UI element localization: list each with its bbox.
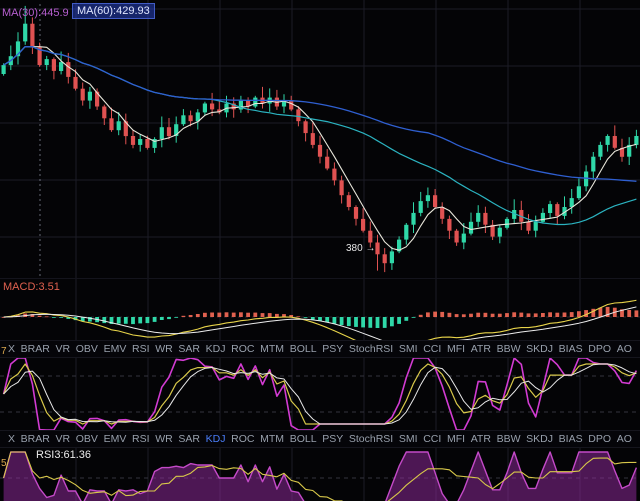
partial-value-label-kdj: 7 — [1, 346, 7, 357]
indicator-tab-cci[interactable]: CCI — [423, 343, 442, 355]
indicator-tab-obv[interactable]: OBV — [75, 433, 98, 445]
indicator-tab-mtm[interactable]: MTM — [260, 343, 285, 355]
indicator-tabbar-top: X BRAR VR OBV EMV RSI WR SAR KDJ ROC MTM BOLL PSY Sto… — [0, 340, 640, 358]
indicator-tab-ao[interactable]: AO — [616, 433, 632, 445]
macd-pane[interactable]: MACD:3.51 — [0, 278, 640, 340]
indicator-tab-ao[interactable]: AO — [616, 343, 632, 355]
indicator-tab-psy[interactable]: PSY — [322, 343, 344, 355]
indicator-tab-brar[interactable]: BRAR — [20, 433, 50, 445]
indicator-tab-emv[interactable]: EMV — [103, 343, 127, 355]
indicator-tab-stochrsi[interactable]: StochRSI — [348, 433, 394, 445]
indicator-tab-boll[interactable]: BOLL — [289, 343, 317, 355]
rsi-pane[interactable]: RSI3:61.36 — [0, 448, 640, 501]
indicator-tabbar-bottom: X BRAR VR OBV EMV RSI WR SAR KDJ ROC MTM BOLL PSY Sto… — [0, 430, 640, 448]
indicator-tab-roc[interactable]: ROC — [231, 433, 255, 445]
price-chart-canvas[interactable] — [0, 0, 640, 278]
indicator-tab-smi[interactable]: SMI — [398, 343, 418, 355]
indicator-tab-emv[interactable]: EMV — [103, 433, 127, 445]
indicator-tab-atr[interactable]: ATR — [470, 343, 491, 355]
indicator-tab-smi[interactable]: SMI — [398, 433, 418, 445]
indicator-tab-rsi[interactable]: RSI — [132, 433, 150, 445]
indicator-tab-vr[interactable]: VR — [55, 433, 71, 445]
indicator-tab-dpo[interactable]: DPO — [588, 433, 612, 445]
indicator-tab-mfi[interactable]: MFI — [446, 433, 466, 445]
indicator-tab-skdj[interactable]: SKDJ — [526, 343, 554, 355]
indicator-tab-cci[interactable]: CCI — [423, 433, 442, 445]
indicator-tab-bbw[interactable]: BBW — [496, 343, 521, 355]
rsi-chart-canvas[interactable] — [0, 448, 640, 501]
indicator-tab-stochrsi[interactable]: StochRSI — [348, 343, 394, 355]
macd-value-label: MACD:3.51 — [3, 281, 60, 293]
macd-chart-canvas[interactable] — [0, 279, 640, 340]
indicator-tab-kdj[interactable]: KDJ — [205, 433, 226, 445]
indicator-tab-rsi[interactable]: RSI — [132, 343, 150, 355]
indicator-tab-dpo[interactable]: DPO — [588, 343, 612, 355]
partial-value-label-rsi: 5 — [1, 458, 7, 469]
indicator-tab-x[interactable]: X — [8, 343, 16, 355]
indicator-tab-wr[interactable]: WR — [155, 343, 173, 355]
ma30-value-label: MA(30):445.9 — [2, 7, 69, 19]
indicator-tab-kdj[interactable]: KDJ — [205, 343, 226, 355]
indicator-tab-mfi[interactable]: MFI — [446, 343, 466, 355]
indicator-tab-boll[interactable]: BOLL — [289, 433, 317, 445]
indicator-tab-brar[interactable]: BRAR — [20, 343, 50, 355]
indicator-tab-obv[interactable]: OBV — [75, 343, 98, 355]
ma60-value-label: MA(60):429.93 — [72, 3, 155, 19]
indicator-tab-skdj[interactable]: SKDJ — [526, 433, 554, 445]
indicator-tab-vr[interactable]: VR — [55, 343, 71, 355]
rsi-value-label: RSI3:61.36 — [36, 449, 92, 461]
indicator-tab-psy[interactable]: PSY — [322, 433, 344, 445]
indicator-tab-roc[interactable]: ROC — [231, 343, 255, 355]
indicator-tab-bbw[interactable]: BBW — [496, 433, 521, 445]
indicator-tab-mtm[interactable]: MTM — [260, 433, 285, 445]
indicator-tab-sar[interactable]: SAR — [178, 343, 200, 355]
price-annotation-380: 380 → — [346, 243, 376, 254]
indicator-tab-atr[interactable]: ATR — [470, 433, 491, 445]
price-pane[interactable]: MA(30):445.9 MA(60):429.93 380 → — [0, 0, 640, 278]
indicator-tab-sar[interactable]: SAR — [178, 433, 200, 445]
indicator-tab-x[interactable]: X — [8, 433, 16, 445]
indicator-tab-bias[interactable]: BIAS — [558, 433, 583, 445]
indicator-tab-wr[interactable]: WR — [155, 433, 173, 445]
stochastic-chart-canvas[interactable] — [0, 358, 640, 430]
stochastic-pane[interactable] — [0, 358, 640, 430]
indicator-tab-bias[interactable]: BIAS — [558, 343, 583, 355]
